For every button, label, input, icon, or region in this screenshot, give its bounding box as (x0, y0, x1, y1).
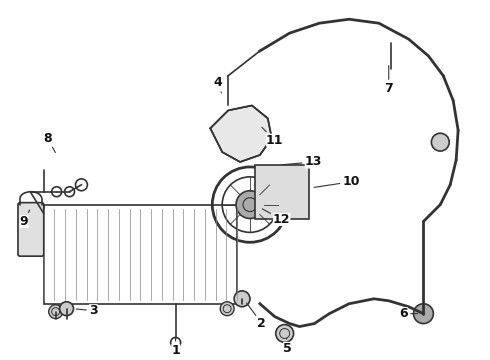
Text: 10: 10 (314, 175, 360, 188)
Circle shape (414, 304, 433, 324)
Text: 12: 12 (262, 209, 291, 226)
Text: 11: 11 (262, 127, 284, 147)
Text: 2: 2 (246, 303, 266, 330)
Circle shape (49, 305, 63, 319)
Bar (44, 204, 237, 304)
Circle shape (220, 302, 234, 316)
Circle shape (234, 291, 250, 307)
Text: 8: 8 (44, 132, 55, 153)
Text: 4: 4 (214, 76, 222, 93)
Circle shape (431, 133, 449, 151)
Circle shape (276, 325, 294, 342)
Circle shape (60, 302, 74, 316)
Bar (255, 165, 310, 220)
Text: 13: 13 (282, 156, 322, 168)
FancyBboxPatch shape (18, 203, 44, 256)
Text: 3: 3 (76, 304, 98, 317)
Circle shape (236, 191, 264, 219)
Text: 1: 1 (171, 338, 180, 357)
Text: 5: 5 (283, 338, 292, 355)
Text: 6: 6 (399, 307, 417, 320)
Text: 7: 7 (384, 66, 393, 95)
Polygon shape (210, 105, 272, 162)
Text: 9: 9 (20, 210, 29, 228)
